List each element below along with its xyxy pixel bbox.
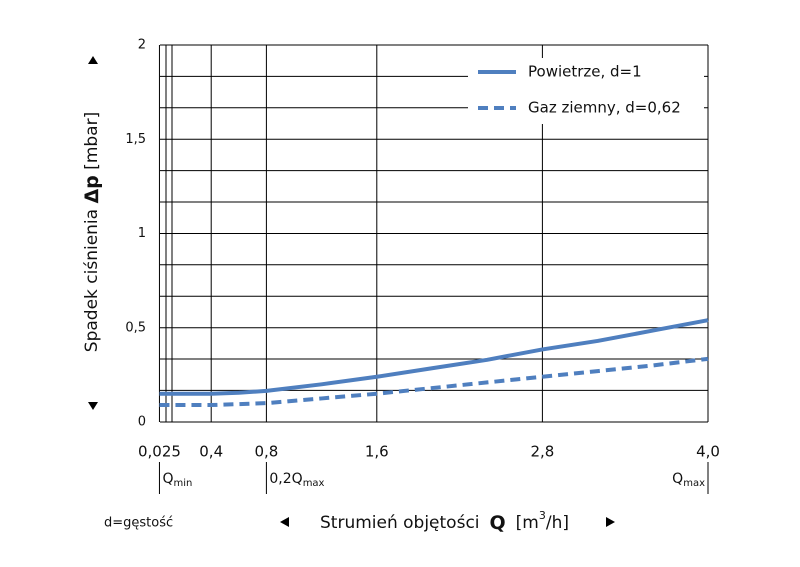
y-axis-label: Spadek ciśnienia Δp [mbar] — [81, 112, 103, 352]
x-tick-label: 1,6 — [365, 443, 389, 461]
x-label-symbol: Q — [490, 512, 506, 534]
y-label-unit: [mbar] — [82, 112, 102, 175]
x-tick-label: 4,0 — [696, 443, 720, 461]
x-label-unit: [m — [516, 513, 539, 533]
y-label-symbol: Δp — [81, 175, 103, 203]
y-tick-label: 1,5 — [125, 132, 146, 147]
y-label-text: Spadek ciśnienia — [82, 204, 102, 353]
legend-box — [468, 58, 704, 124]
minor-grid — [160, 45, 708, 422]
annotation: Qmin — [162, 471, 192, 489]
y-tick-label: 0,5 — [125, 320, 146, 335]
annotation-sub: max — [303, 478, 325, 489]
legend-label: Gaz ziemny, d=0,62 — [528, 99, 681, 117]
x-tick-label: 0,8 — [254, 443, 278, 461]
series-line — [159, 356, 709, 408]
x-tick-label: 0,025 — [138, 443, 181, 461]
annotation-sub: max — [683, 478, 705, 489]
y-tick-label: 2 — [138, 38, 146, 53]
x-label-sup: 3 — [539, 509, 546, 522]
series-line — [159, 318, 709, 396]
x-tick-label: 0,4 — [199, 443, 223, 461]
y-tick-label: 1 — [138, 226, 146, 241]
annotation: Qmax — [672, 471, 705, 489]
annotation-text: Q — [162, 471, 173, 487]
x-label-unit-end: /h] — [546, 513, 569, 533]
note: d=gęstość — [104, 516, 173, 531]
y-tick-label: 0 — [138, 415, 146, 430]
annotation-sub: min — [173, 478, 192, 489]
x-label-text: Strumień objętości — [320, 513, 480, 533]
x-tick-label: 2,8 — [530, 443, 554, 461]
annotation-text: 0,2Q — [269, 471, 302, 487]
annotation-text: Q — [672, 471, 683, 487]
annotation: 0,2Qmax — [269, 471, 324, 489]
x-axis-label: Strumień objętości Q [m3/h] — [320, 509, 569, 534]
legend-label: Powietrze, d=1 — [528, 63, 642, 81]
arrows — [88, 56, 615, 527]
